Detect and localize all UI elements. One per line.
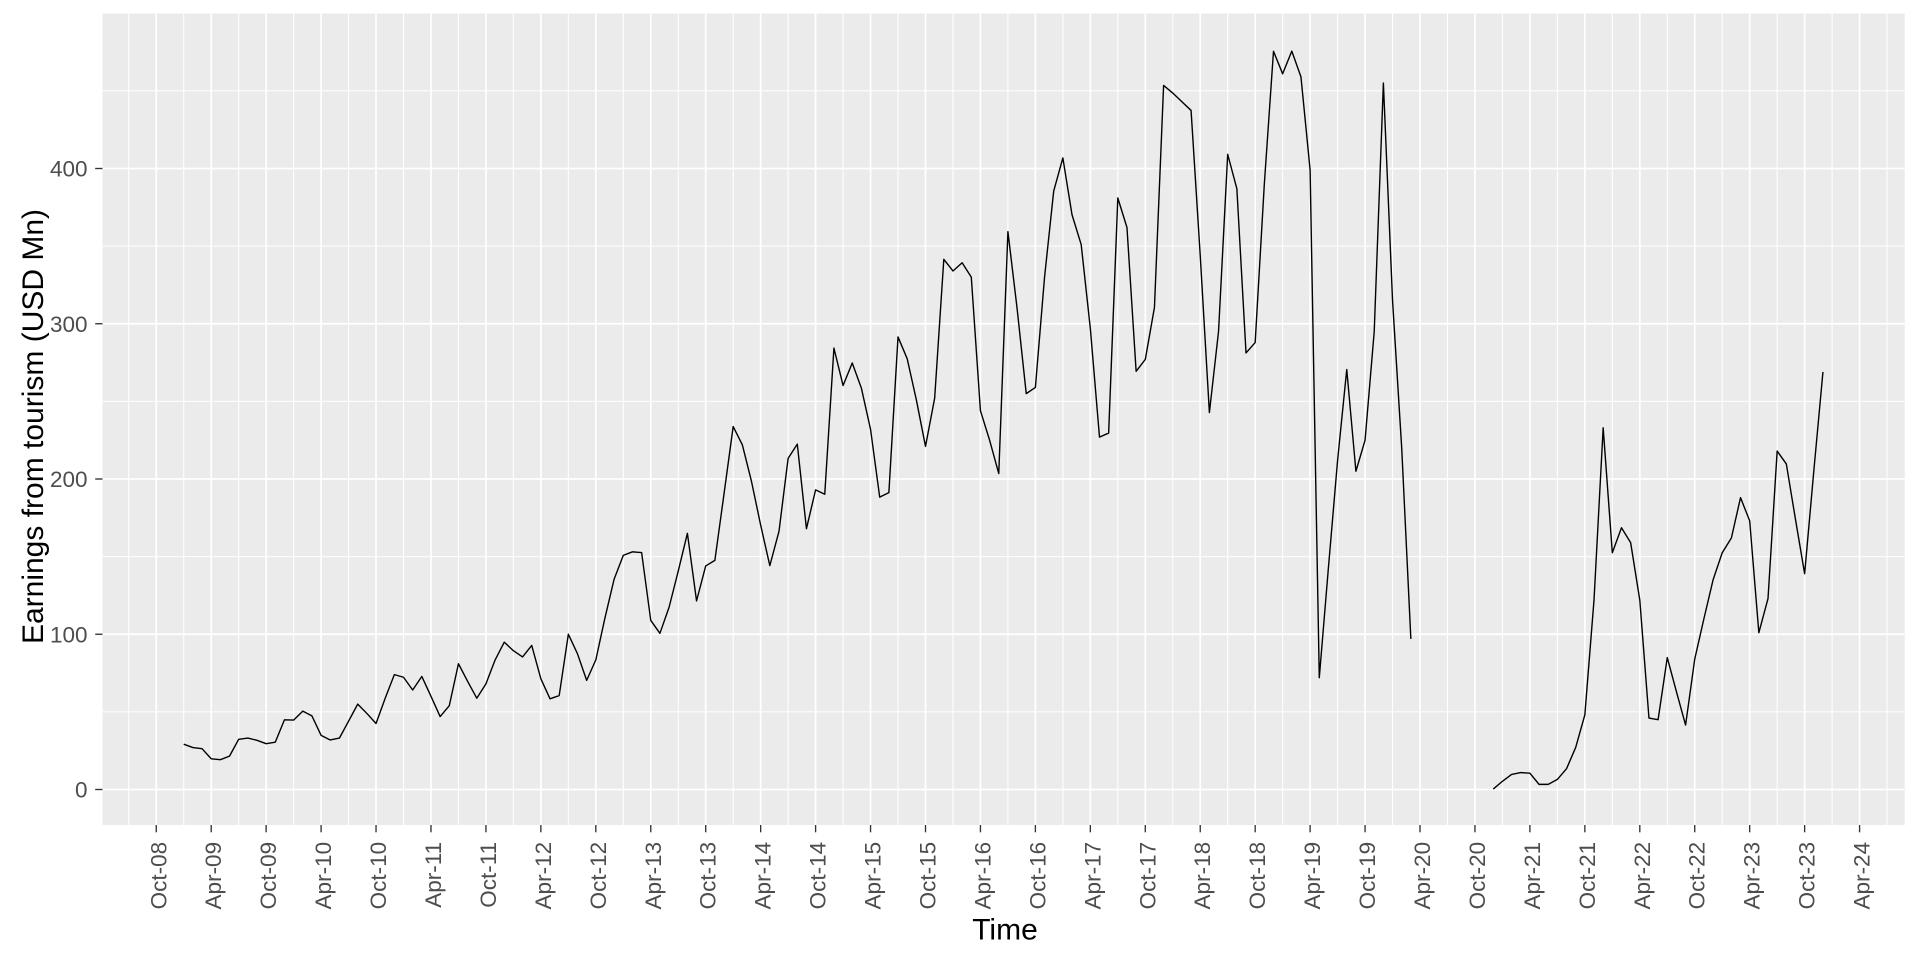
svg-text:Oct-23: Oct-23 [1795, 842, 1820, 910]
svg-text:Oct-21: Oct-21 [1575, 842, 1600, 910]
svg-text:0: 0 [75, 778, 88, 803]
svg-text:Oct-09: Oct-09 [256, 842, 281, 910]
svg-text:Apr-18: Apr-18 [1190, 842, 1215, 910]
svg-text:Apr-21: Apr-21 [1520, 842, 1545, 910]
svg-text:Apr-09: Apr-09 [201, 842, 226, 910]
svg-text:Oct-08: Oct-08 [146, 842, 171, 910]
svg-text:Oct-18: Oct-18 [1245, 842, 1270, 910]
svg-text:Apr-13: Apr-13 [641, 842, 666, 910]
svg-text:Apr-15: Apr-15 [861, 842, 886, 910]
svg-text:300: 300 [50, 312, 88, 337]
svg-text:Apr-20: Apr-20 [1410, 842, 1435, 910]
svg-text:Oct-22: Oct-22 [1685, 842, 1710, 910]
svg-text:Earnings from tourism (USD Mn): Earnings from tourism (USD Mn) [17, 209, 50, 644]
svg-text:Apr-23: Apr-23 [1740, 842, 1765, 910]
svg-text:Oct-12: Oct-12 [586, 842, 611, 910]
svg-text:Oct-20: Oct-20 [1465, 842, 1490, 910]
svg-text:Apr-14: Apr-14 [751, 842, 776, 910]
svg-text:Oct-19: Oct-19 [1355, 842, 1380, 910]
svg-text:Oct-10: Oct-10 [366, 842, 391, 910]
svg-text:Apr-19: Apr-19 [1300, 842, 1325, 910]
svg-text:Oct-17: Oct-17 [1135, 842, 1160, 910]
svg-text:Apr-11: Apr-11 [421, 842, 446, 908]
svg-text:Oct-16: Oct-16 [1025, 842, 1050, 910]
svg-text:Oct-15: Oct-15 [916, 842, 941, 910]
svg-text:Apr-17: Apr-17 [1080, 842, 1105, 910]
svg-text:400: 400 [50, 157, 88, 182]
svg-text:Oct-14: Oct-14 [806, 842, 831, 910]
svg-text:Apr-12: Apr-12 [531, 842, 556, 910]
svg-text:200: 200 [50, 467, 88, 492]
svg-text:100: 100 [50, 622, 88, 647]
svg-text:Oct-11: Oct-11 [476, 842, 501, 908]
svg-text:Oct-13: Oct-13 [696, 842, 721, 910]
svg-text:Apr-22: Apr-22 [1630, 842, 1655, 910]
svg-text:Apr-24: Apr-24 [1850, 842, 1875, 910]
svg-text:Apr-10: Apr-10 [311, 842, 336, 910]
svg-text:Apr-16: Apr-16 [970, 842, 995, 910]
svg-text:Time: Time [972, 914, 1038, 947]
